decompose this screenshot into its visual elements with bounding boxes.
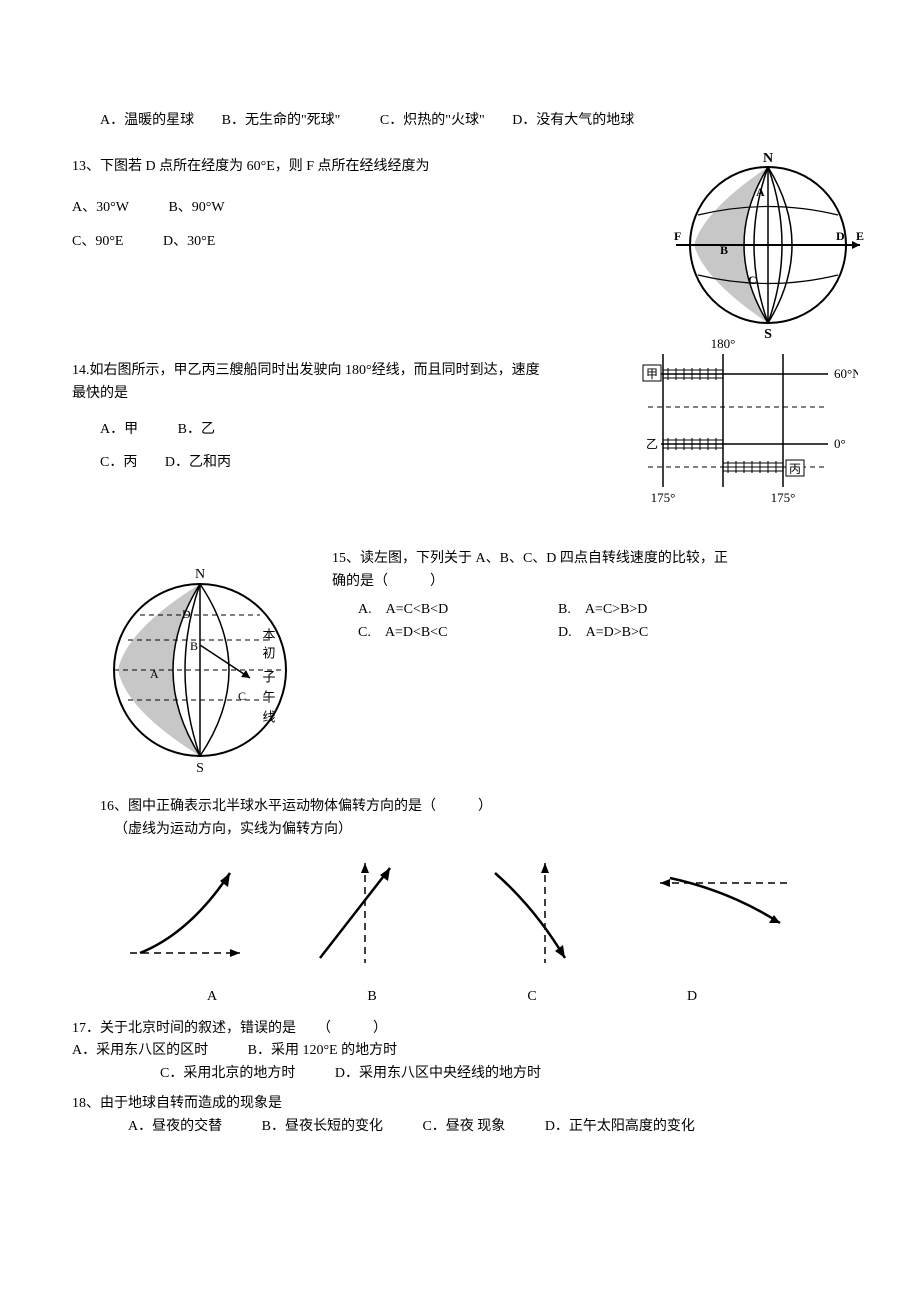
- svg-text:A: A: [756, 185, 765, 199]
- svg-text:B: B: [190, 639, 198, 653]
- svg-text:本: 本: [261, 628, 276, 641]
- question-16: 16、图中正确表示北半球水平运动物体偏转方向的是（ ） （虚线为运动方向，实线为…: [72, 796, 848, 1008]
- svg-text:60°N: 60°N: [834, 366, 858, 381]
- svg-text:S: S: [196, 761, 204, 776]
- svg-text:C: C: [748, 273, 757, 287]
- svg-text:子: 子: [261, 670, 276, 683]
- svg-text:D: D: [836, 229, 845, 243]
- q13-stem: 13、下图若 D 点所在经度为 60°E，则 F 点所在经线经度为: [72, 156, 552, 178]
- q16-label-a: A: [132, 986, 292, 1008]
- q12-options: A．温暖的星球 B．无生命的"死球" C．炽热的"火球" D．没有大气的地球: [100, 110, 848, 132]
- q16-label-c: C: [452, 986, 612, 1008]
- q14-option-a: A．甲: [100, 422, 138, 437]
- q17-option-c: C．采用北京的地方时: [160, 1066, 295, 1081]
- svg-text:175°: 175°: [771, 490, 796, 505]
- q16-arrows-figure: [72, 853, 848, 981]
- q13-option-d: D、30°E: [163, 234, 215, 249]
- q16-option-labels: A B C D: [132, 986, 772, 1008]
- svg-text:N: N: [763, 151, 773, 166]
- question-13: 13、下图若 D 点所在经度为 60°E，则 F 点所在经线经度为 A、30°W…: [72, 156, 848, 336]
- svg-text:午: 午: [261, 690, 276, 703]
- q14-option-b: B．乙: [178, 422, 215, 437]
- q15-globe-figure: N S D B A C 本 初 子 午 线: [90, 560, 320, 788]
- q16-label-d: D: [612, 986, 772, 1008]
- q12-option-a: A．温暖的星球: [100, 113, 194, 128]
- svg-text:C: C: [238, 689, 246, 703]
- q18-option-c: C．昼夜 现象: [422, 1119, 505, 1134]
- svg-text:丙: 丙: [789, 462, 801, 476]
- svg-text:线: 线: [261, 710, 276, 723]
- question-15: N S D B A C 本 初 子 午 线 15、读左图，下列关于 A、B、C、…: [72, 548, 848, 768]
- svg-text:N: N: [195, 567, 205, 582]
- q15-option-c: C. A=D<B<C: [358, 622, 558, 644]
- q12-option-d: D．没有大气的地球: [512, 113, 634, 128]
- q13-option-a: A、30°W: [72, 200, 129, 215]
- q16-sub: （虚线为运动方向，实线为偏转方向）: [114, 819, 848, 841]
- q18-option-a: A．昼夜的交替: [128, 1119, 222, 1134]
- q13-option-b: B、90°W: [168, 200, 224, 215]
- svg-text:初: 初: [261, 646, 276, 659]
- q14-stem: 14.如右图所示，甲乙丙三艘船同时出发驶向 180°经线，而且同时到达，速度最快…: [72, 360, 542, 405]
- svg-text:B: B: [720, 243, 728, 257]
- q17-option-d: D．采用东八区中央经线的地方时: [335, 1066, 541, 1081]
- svg-text:0°: 0°: [834, 436, 846, 451]
- q17-option-b: B．采用 120°E 的地方时: [248, 1043, 398, 1058]
- q15-option-a: A. A=C<B<D: [358, 599, 558, 621]
- q14-grid-figure: 甲 乙 丙 180° 60°N 0° 175° 175°: [628, 332, 858, 515]
- q12-option-c: C．炽热的"火球": [380, 113, 485, 128]
- q15-stem-2: 确的是（ ）: [332, 571, 848, 593]
- question-18: 18、由于地球自转而造成的现象是 A．昼夜的交替 B．昼夜长短的变化 C．昼夜 …: [72, 1093, 848, 1138]
- q14-option-d: D．乙和丙: [165, 455, 231, 470]
- q14-option-c: C．丙: [100, 455, 137, 470]
- svg-text:甲: 甲: [646, 367, 658, 381]
- q16-label-b: B: [292, 986, 452, 1008]
- q15-option-d: D. A=D>B>C: [558, 622, 648, 644]
- q16-stem: 16、图中正确表示北半球水平运动物体偏转方向的是（ ）: [100, 796, 848, 818]
- question-14: 14.如右图所示，甲乙丙三艘船同时出发驶向 180°经线，而且同时到达，速度最快…: [72, 360, 848, 520]
- svg-text:175°: 175°: [651, 490, 676, 505]
- q18-option-b: B．昼夜长短的变化: [262, 1119, 383, 1134]
- q18-option-d: D．正午太阳高度的变化: [545, 1119, 695, 1134]
- question-17: 17．关于北京时间的叙述，错误的是 （ ） A．采用东八区的区时 B．采用 12…: [72, 1018, 848, 1085]
- svg-text:F: F: [674, 229, 681, 243]
- q15-option-b: B. A=C>B>D: [558, 599, 647, 621]
- svg-text:A: A: [150, 667, 159, 681]
- q13-globe-figure: N S F E A B C D: [668, 150, 868, 348]
- svg-text:乙: 乙: [646, 437, 658, 451]
- q12-option-b: B．无生命的"死球": [222, 113, 341, 128]
- q15-stem-1: 15、读左图，下列关于 A、B、C、D 四点自转线速度的比较，正: [332, 548, 848, 570]
- q13-option-c: C、90°E: [72, 234, 124, 249]
- q18-stem: 18、由于地球自转而造成的现象是: [72, 1093, 848, 1115]
- q17-option-a: A．采用东八区的区时: [72, 1043, 208, 1058]
- q17-stem: 17．关于北京时间的叙述，错误的是 （ ）: [72, 1018, 848, 1040]
- svg-text:E: E: [856, 229, 864, 243]
- svg-text:D: D: [182, 607, 191, 621]
- svg-text:180°: 180°: [711, 336, 736, 351]
